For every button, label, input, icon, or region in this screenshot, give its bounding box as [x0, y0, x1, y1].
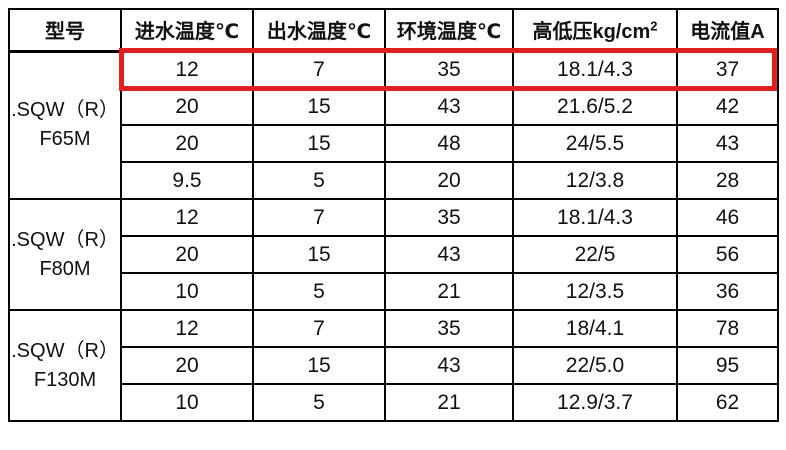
model-cell: .SQW（R） F65M: [8, 50, 122, 200]
data-cell: 20: [120, 87, 254, 126]
data-cell: 5: [252, 161, 386, 200]
data-cell: 24/5.5: [512, 124, 678, 163]
data-cell: 43: [384, 346, 514, 385]
data-cell: 78: [676, 309, 779, 348]
data-cell: 42: [676, 87, 779, 126]
data-cell: 12.9/3.7: [512, 383, 678, 422]
col-header-current: 电流值A: [676, 8, 779, 53]
data-cell: 15: [252, 235, 386, 274]
table-row: 20 15 43 21.6/5.2 42: [9, 87, 779, 126]
data-cell: 12: [120, 198, 254, 237]
col-header-high-low-pressure-label: 高低压kg/cm: [532, 21, 651, 44]
spec-table: 型号 进水温度℃ 出水温度℃ 环境温度℃ 高低压kg/cm2 电流值A .SQW…: [8, 8, 779, 422]
table-row: 20 15 48 24/5.5 43: [9, 124, 779, 163]
model-line: F65M: [39, 128, 91, 151]
data-cell: 56: [676, 235, 779, 274]
model-line: .SQW（R）: [11, 99, 119, 122]
table-body: .SQW（R） F65M 12 7 35 18.1/4.3 37 20 15 43 21.6/5.2…: [8, 50, 779, 422]
data-cell: 22/5: [512, 235, 678, 274]
table-row: 20 15 43 22/5.0 95: [9, 346, 779, 385]
model-line: .SQW（R）: [11, 228, 119, 251]
data-cell: 15: [252, 346, 386, 385]
data-cell: 20: [120, 346, 254, 385]
data-cell: 22/5.0: [512, 346, 678, 385]
data-cell: 62: [676, 383, 779, 422]
model-line: F80M: [39, 257, 91, 280]
data-cell: 35: [384, 50, 514, 89]
data-cell: 35: [384, 309, 514, 348]
data-cell: 12/3.5: [512, 272, 678, 311]
data-cell: 20: [384, 161, 514, 200]
data-cell: 28: [676, 161, 779, 200]
data-cell: 43: [384, 235, 514, 274]
table-row: 9.5 5 20 12/3.8 28: [9, 161, 779, 200]
data-cell: 43: [676, 124, 779, 163]
data-cell: 15: [252, 124, 386, 163]
data-cell: 9.5: [120, 161, 254, 200]
data-cell: 18/4.1: [512, 309, 678, 348]
col-header-model: 型号: [8, 8, 122, 53]
data-cell: 20: [120, 124, 254, 163]
data-cell: 12/3.8: [512, 161, 678, 200]
data-cell: 12: [120, 309, 254, 348]
data-cell: 12: [120, 50, 254, 89]
data-cell: 35: [384, 198, 514, 237]
col-header-inlet-water-temp: 进水温度℃: [120, 8, 254, 53]
col-header-outlet-water-temp: 出水温度℃: [252, 8, 386, 53]
table-row: .SQW（R） F80M 12 7 35 18.1/4.3 46: [8, 198, 779, 311]
table-row: 20 15 43 22/5 56: [9, 235, 779, 274]
data-cell: 43: [384, 87, 514, 126]
table-row: 10 5 21 12/3.5 36: [9, 272, 779, 311]
data-cell: 7: [252, 50, 386, 89]
data-cell: 37: [676, 50, 779, 89]
data-cell: 36: [676, 272, 779, 311]
data-cell: 48: [384, 124, 514, 163]
data-cell: 7: [252, 309, 386, 348]
data-cell: 18.1/4.3: [512, 198, 678, 237]
superscript-2: 2: [650, 18, 658, 34]
data-cell: 5: [252, 383, 386, 422]
data-cell: 21.6/5.2: [512, 87, 678, 126]
data-cell: 21: [384, 272, 514, 311]
table-row: .SQW（R） F130M 12 7 35 18/4.1 78: [8, 309, 779, 422]
table-row: 10 5 21 12.9/3.7 62: [9, 383, 779, 422]
model-line: .SQW（R）: [11, 339, 119, 362]
data-cell: 18.1/4.3: [512, 50, 678, 89]
data-cell: 7: [252, 198, 386, 237]
data-cell: 95: [676, 346, 779, 385]
data-cell: 46: [676, 198, 779, 237]
model-cell: .SQW（R） F80M: [8, 198, 122, 311]
data-cell: 21: [384, 383, 514, 422]
data-cell: 10: [120, 272, 254, 311]
data-cell: 5: [252, 272, 386, 311]
table-row: .SQW（R） F65M 12 7 35 18.1/4.3 37: [8, 50, 779, 200]
col-header-ambient-temp: 环境温度℃: [384, 8, 514, 53]
data-cell: 20: [120, 235, 254, 274]
model-line: F130M: [33, 368, 97, 391]
model-cell: .SQW（R） F130M: [8, 309, 122, 422]
col-header-high-low-pressure: 高低压kg/cm2: [512, 8, 678, 53]
header-row: 型号 进水温度℃ 出水温度℃ 环境温度℃ 高低压kg/cm2 电流值A: [8, 8, 779, 53]
data-cell: 10: [120, 383, 254, 422]
data-cell: 15: [252, 87, 386, 126]
